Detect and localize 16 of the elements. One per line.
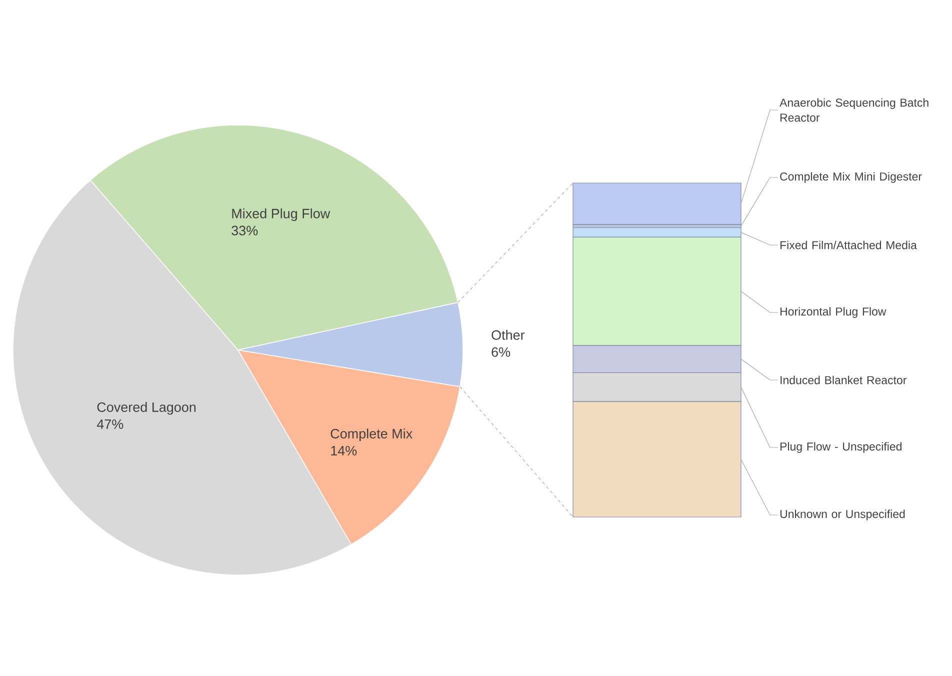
text: Fixed Film/Attached Media	[780, 240, 917, 250]
slice-label: Other	[492, 330, 525, 340]
text: Induced Blanket Reactor	[780, 376, 907, 384]
text: Horizontal Plug Flow	[780, 307, 886, 318]
data-label: 6%	[492, 347, 510, 357]
data-label: 14%	[331, 446, 357, 456]
text: Plug Flow - Unspecified	[780, 442, 902, 453]
slice-label: Complete Mix	[330, 428, 412, 442]
text: Complete Mix Mini Digester	[780, 172, 922, 183]
data-label: 33%	[232, 226, 258, 236]
text: Unknown or Unspecified	[780, 510, 905, 520]
slice-label: Mixed Plug Flow	[232, 208, 330, 222]
data-label: 47%	[96, 419, 124, 429]
slice-label: Covered Lagoon	[97, 402, 196, 415]
bar	[572, 182, 742, 225]
text: Anaerobic Sequencing Batch Reactor	[780, 98, 928, 122]
